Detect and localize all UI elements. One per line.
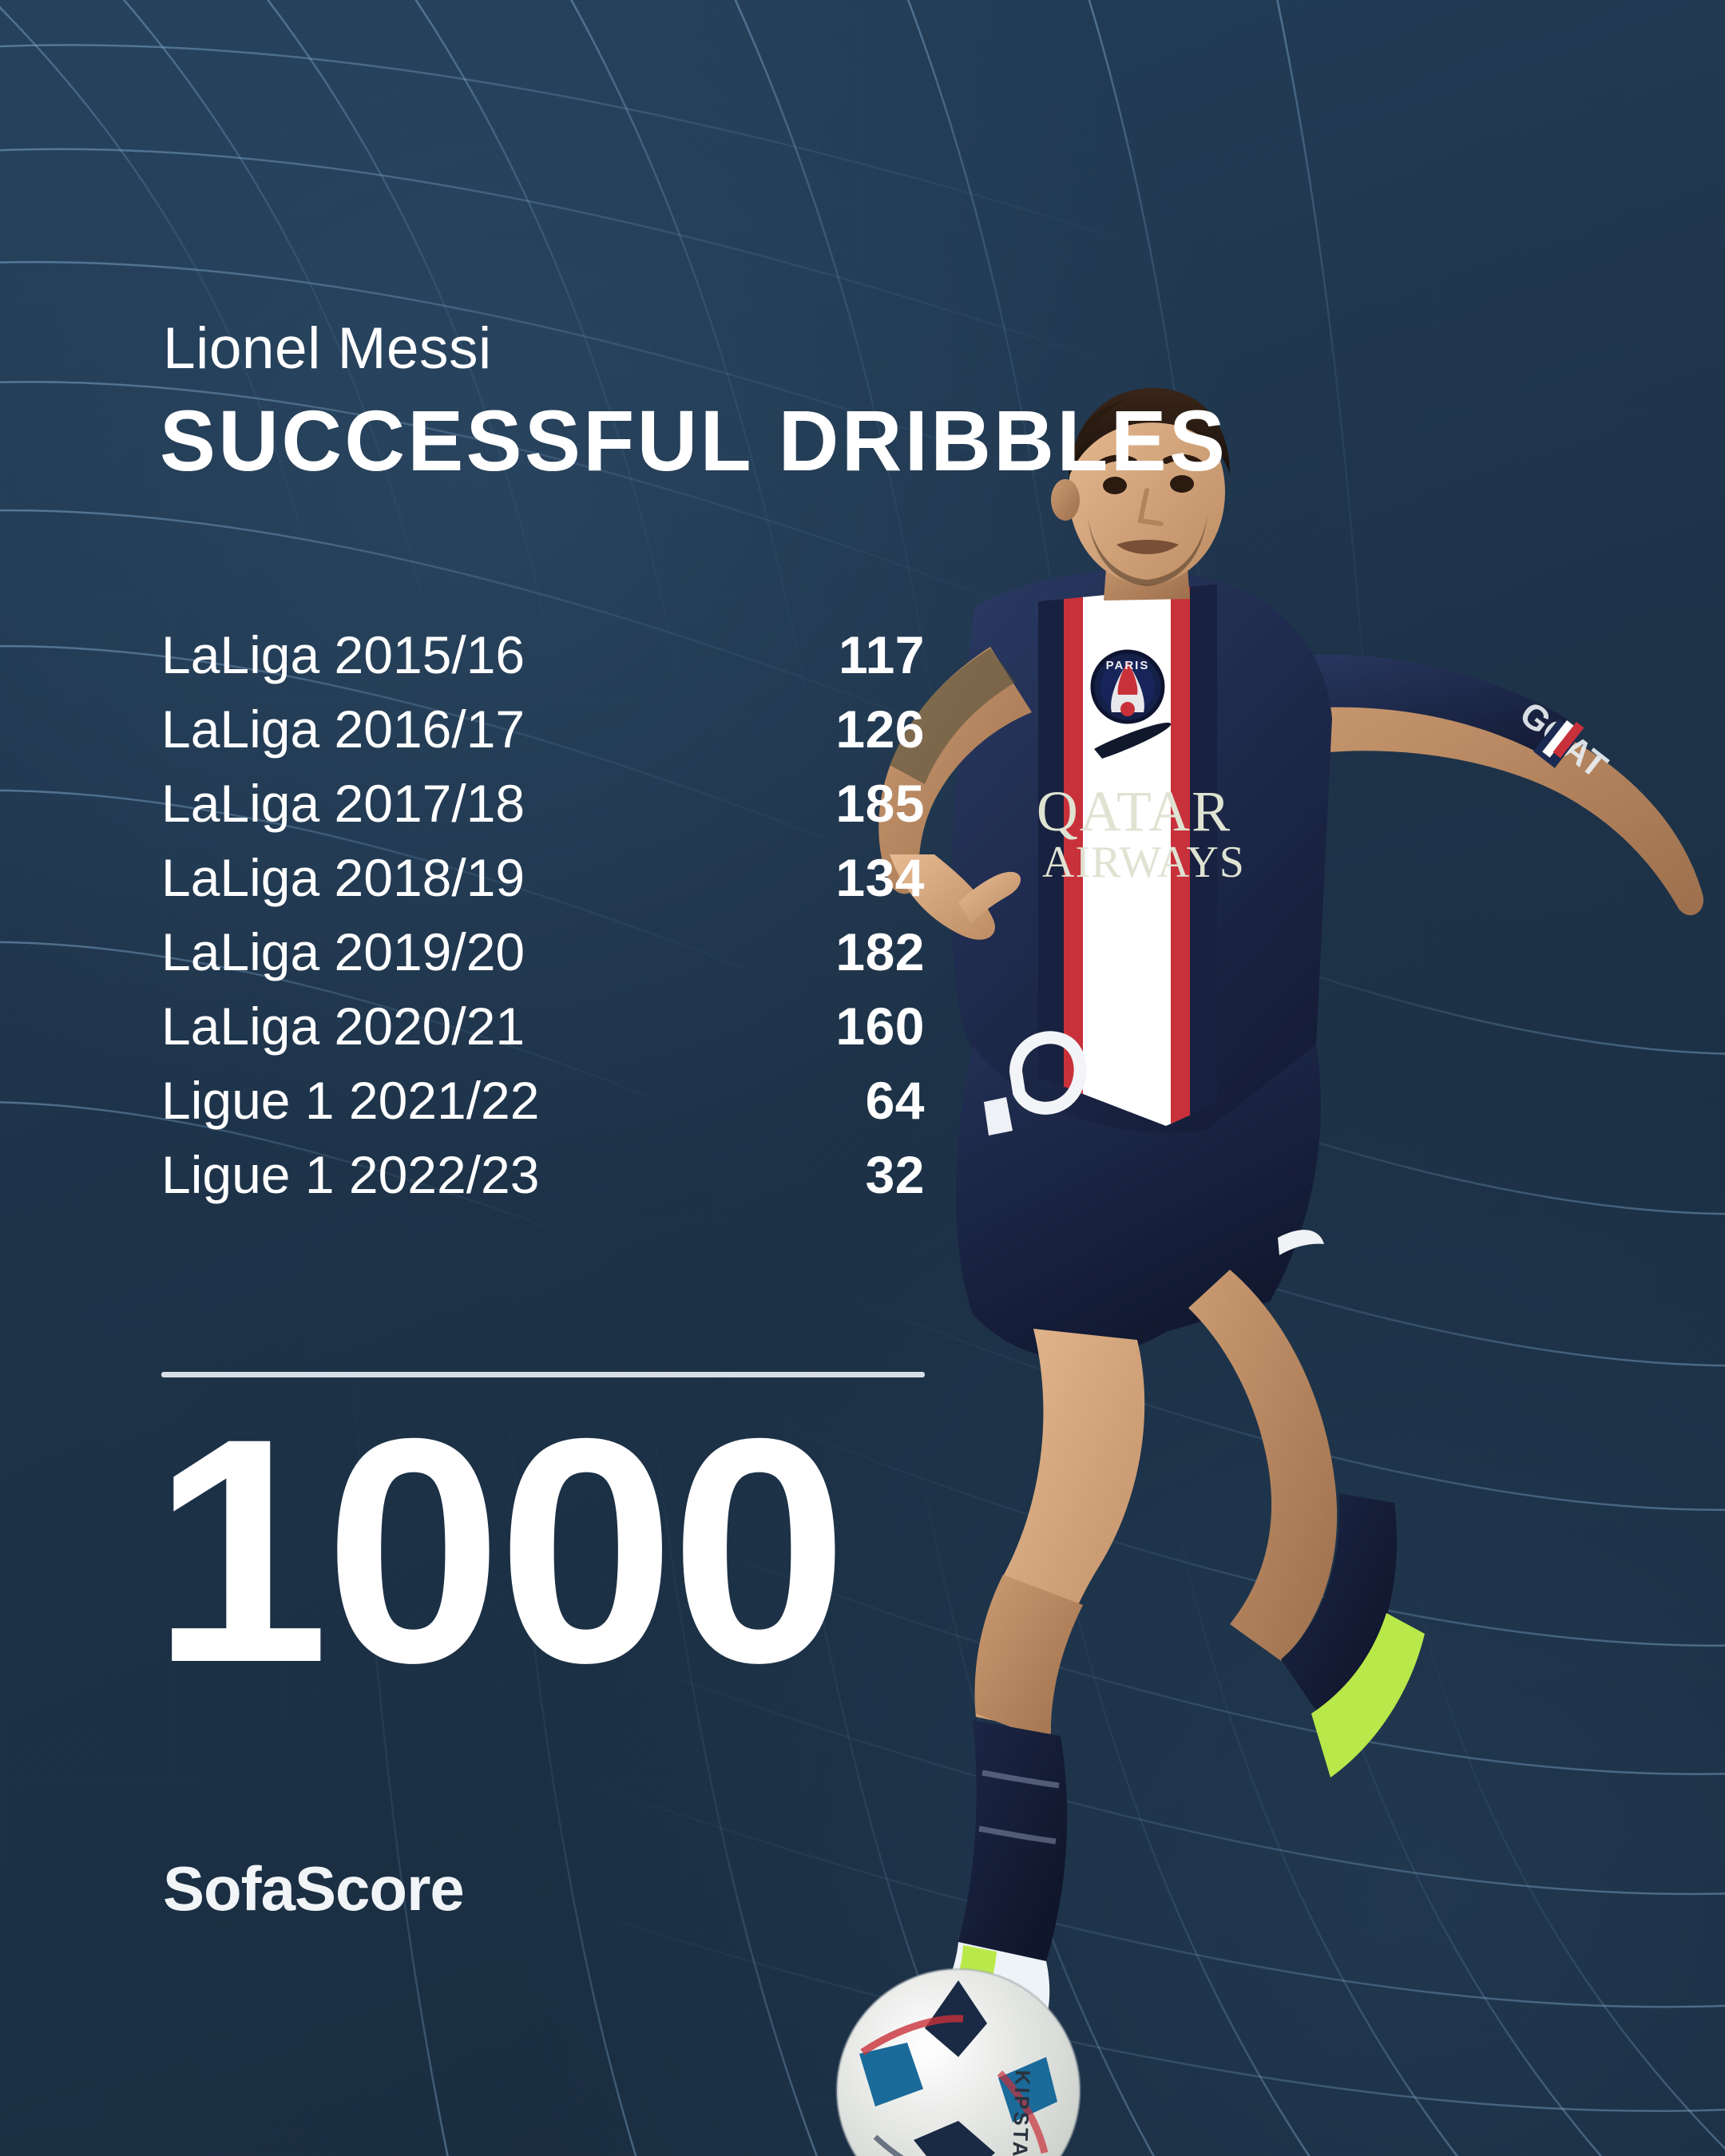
- stat-row: LaLiga 2019/20 182: [161, 921, 925, 996]
- player-name: Lionel Messi: [163, 316, 492, 381]
- sofascore-logo: SofaScore: [163, 1853, 465, 1924]
- stat-value: 160: [835, 997, 925, 1056]
- stat-row: LaLiga 2018/19 134: [161, 847, 925, 921]
- stat-value: 185: [835, 774, 925, 833]
- total-value: 1000: [152, 1372, 848, 1729]
- stat-label: Ligue 1 2022/23: [161, 1145, 540, 1204]
- stat-row: LaLiga 2017/18 185: [161, 773, 925, 847]
- stat-label: LaLiga 2018/19: [161, 848, 525, 907]
- stat-value: 126: [835, 700, 925, 759]
- stat-row: Ligue 1 2021/22 64: [161, 1070, 925, 1144]
- stat-row: LaLiga 2020/21 160: [161, 996, 925, 1070]
- stat-value: 64: [865, 1071, 925, 1130]
- svg-text:QATAR: QATAR: [1037, 779, 1231, 843]
- stat-row: LaLiga 2016/17 126: [161, 699, 925, 773]
- stat-label: LaLiga 2016/17: [161, 700, 525, 759]
- stat-value: 32: [865, 1145, 925, 1204]
- stat-label: Ligue 1 2021/22: [161, 1071, 540, 1130]
- stat-value: 117: [839, 625, 925, 684]
- season-stats-list: LaLiga 2015/16 117 LaLiga 2016/17 126 LaLiga…: [161, 624, 925, 1219]
- player-photo: GOAT PARIS QATAR AIRWAYS: [835, 387, 1704, 2156]
- stat-label: LaLiga 2015/16: [161, 625, 525, 684]
- stat-label: LaLiga 2019/20: [161, 922, 525, 981]
- stat-row: Ligue 1 2022/23 32: [161, 1144, 925, 1219]
- stat-label: LaLiga 2017/18: [161, 774, 525, 833]
- page-title: SUCCESSFUL DRIBBLES: [160, 392, 1228, 489]
- stat-value: 182: [835, 922, 925, 981]
- stat-value: 134: [835, 848, 925, 907]
- svg-text:KIPSTA: KIPSTA: [1008, 2070, 1035, 2156]
- stat-row: LaLiga 2015/16 117: [161, 624, 925, 699]
- svg-text:PARIS: PARIS: [1106, 659, 1150, 672]
- svg-text:AIRWAYS: AIRWAYS: [1042, 838, 1245, 887]
- stat-label: LaLiga 2020/21: [161, 997, 525, 1056]
- total-divider: [161, 1372, 925, 1377]
